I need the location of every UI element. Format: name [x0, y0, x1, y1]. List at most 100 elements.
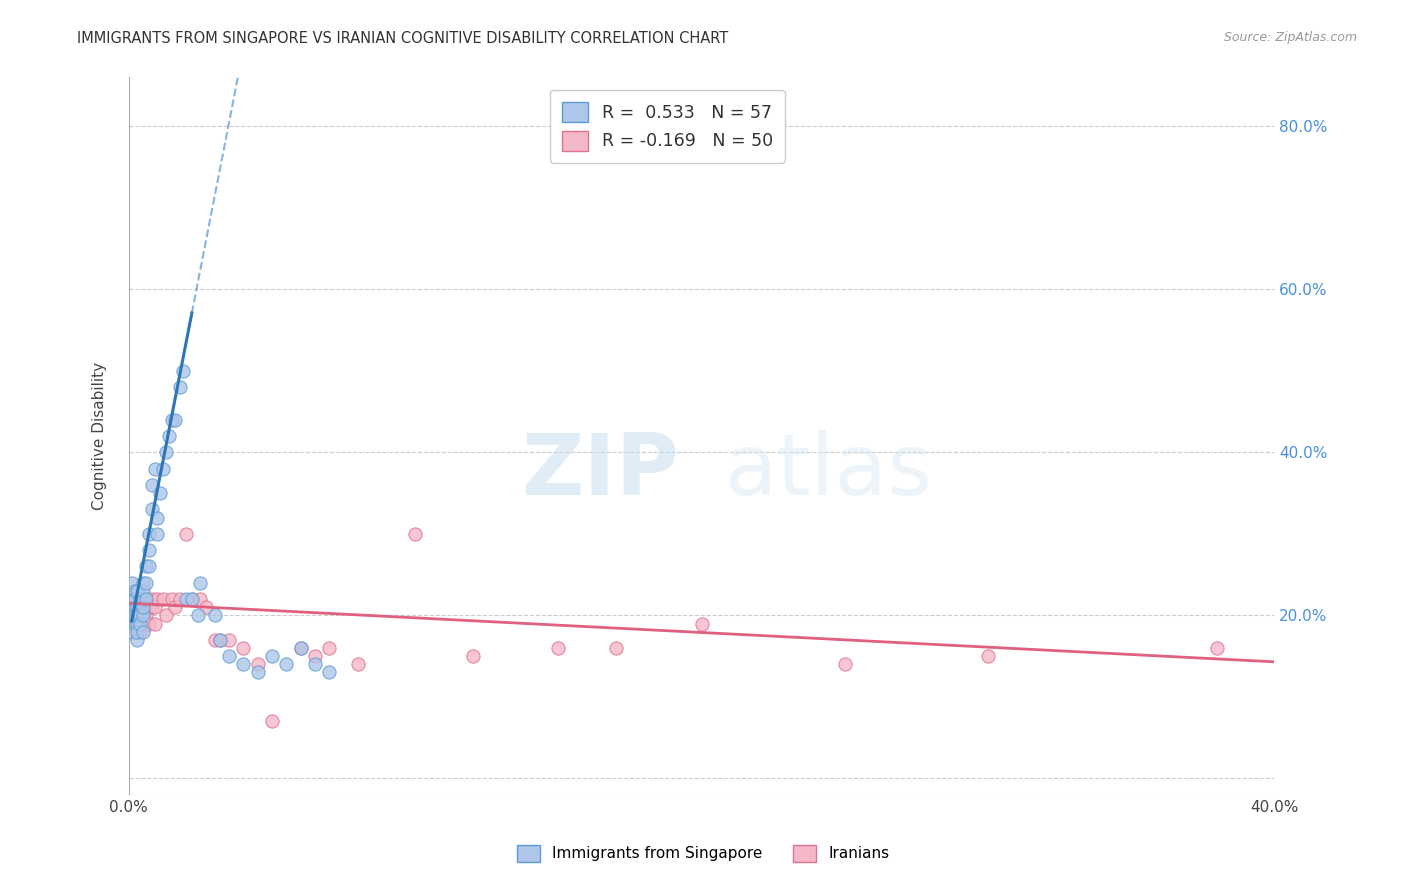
Y-axis label: Cognitive Disability: Cognitive Disability — [93, 362, 107, 510]
Point — [209, 632, 232, 647]
Point — [143, 600, 166, 615]
Point — [169, 592, 191, 607]
Point — [127, 624, 149, 639]
Point — [124, 608, 146, 623]
Point — [132, 592, 155, 607]
Point — [141, 502, 163, 516]
Point — [132, 600, 155, 615]
Text: atlas: atlas — [724, 431, 932, 514]
Point — [461, 649, 484, 664]
Point — [404, 527, 426, 541]
Text: Source: ZipAtlas.com: Source: ZipAtlas.com — [1223, 31, 1357, 45]
Point — [132, 608, 155, 623]
Point — [121, 575, 143, 590]
Point — [135, 608, 157, 623]
Point — [152, 592, 174, 607]
Point — [124, 583, 146, 598]
Point — [276, 657, 298, 672]
Point — [135, 575, 157, 590]
Text: ZIP: ZIP — [522, 431, 679, 514]
Point — [132, 616, 155, 631]
Point — [135, 592, 157, 607]
Point — [246, 665, 269, 680]
Point — [124, 616, 146, 631]
Point — [290, 640, 312, 655]
Point — [132, 600, 155, 615]
Point — [246, 657, 269, 672]
Point — [174, 592, 197, 607]
Point — [135, 592, 157, 607]
Point — [127, 583, 149, 598]
Point — [129, 624, 152, 639]
Point — [157, 429, 180, 443]
Point — [121, 616, 143, 631]
Point — [218, 632, 240, 647]
Point — [260, 714, 283, 729]
Point — [124, 624, 146, 639]
Point — [605, 640, 627, 655]
Point — [138, 527, 160, 541]
Point — [169, 380, 191, 394]
Point — [195, 600, 218, 615]
Point — [129, 608, 152, 623]
Point — [141, 592, 163, 607]
Point — [155, 608, 177, 623]
Point — [190, 592, 212, 607]
Point — [129, 616, 152, 631]
Point — [149, 486, 172, 500]
Point — [174, 527, 197, 541]
Point — [318, 640, 340, 655]
Point — [204, 608, 226, 623]
Point — [141, 600, 163, 615]
Point — [127, 583, 149, 598]
Point — [160, 413, 183, 427]
Point — [163, 413, 186, 427]
Point — [172, 364, 194, 378]
Point — [132, 624, 155, 639]
Point — [143, 461, 166, 475]
Point — [146, 510, 169, 524]
Point — [138, 543, 160, 558]
Point — [121, 624, 143, 639]
Point — [127, 608, 149, 623]
Point — [138, 616, 160, 631]
Point — [132, 583, 155, 598]
Point — [152, 461, 174, 475]
Point — [129, 608, 152, 623]
Point — [127, 616, 149, 631]
Point — [124, 592, 146, 607]
Point — [834, 657, 856, 672]
Point — [1206, 640, 1229, 655]
Point — [160, 592, 183, 607]
Point — [347, 657, 370, 672]
Text: IMMIGRANTS FROM SINGAPORE VS IRANIAN COGNITIVE DISABILITY CORRELATION CHART: IMMIGRANTS FROM SINGAPORE VS IRANIAN COG… — [77, 31, 728, 46]
Point — [204, 632, 226, 647]
Legend: Immigrants from Singapore, Iranians: Immigrants from Singapore, Iranians — [510, 838, 896, 868]
Point — [163, 600, 186, 615]
Point — [132, 575, 155, 590]
Legend: R =  0.533   N = 57, R = -0.169   N = 50: R = 0.533 N = 57, R = -0.169 N = 50 — [550, 90, 785, 163]
Point — [180, 592, 202, 607]
Point — [121, 592, 143, 607]
Point — [218, 649, 240, 664]
Point — [124, 608, 146, 623]
Point — [690, 616, 713, 631]
Point — [127, 616, 149, 631]
Point — [129, 592, 152, 607]
Point — [121, 608, 143, 623]
Point — [187, 608, 209, 623]
Point — [304, 649, 326, 664]
Point — [124, 600, 146, 615]
Point — [127, 600, 149, 615]
Point — [129, 592, 152, 607]
Point — [155, 445, 177, 459]
Point — [146, 592, 169, 607]
Point — [977, 649, 1000, 664]
Point — [260, 649, 283, 664]
Point — [304, 657, 326, 672]
Point — [141, 478, 163, 492]
Point — [127, 600, 149, 615]
Point — [209, 632, 232, 647]
Point — [232, 657, 254, 672]
Point — [190, 575, 212, 590]
